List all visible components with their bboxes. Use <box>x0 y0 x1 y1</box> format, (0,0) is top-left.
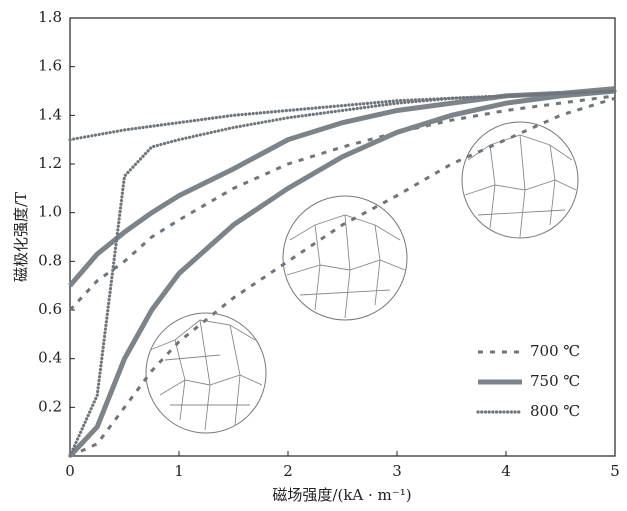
x-axis-label: 磁场强度/(kA · m⁻¹) <box>272 486 411 504</box>
y-tick-label: 0.4 <box>38 349 62 367</box>
y-axis-label: 磁极化强度/T <box>12 192 30 282</box>
y-tick-label: 0.6 <box>38 300 62 318</box>
grain-illustration <box>145 121 579 434</box>
plot-frame <box>69 17 616 457</box>
x-tick-label: 1 <box>174 462 184 480</box>
y-tick-label: 1.6 <box>38 57 62 75</box>
x-tick-label: 5 <box>610 462 620 480</box>
curve <box>68 88 616 458</box>
y-tick-label: 1.0 <box>38 203 62 221</box>
x-tick-label: 0 <box>65 462 75 480</box>
y-tick-label: 1.4 <box>38 105 62 123</box>
curve <box>68 89 617 142</box>
y-tick-label: 1.2 <box>38 154 62 172</box>
legend-label: 800 ℃ <box>530 402 580 420</box>
y-tick-label: 0.2 <box>38 397 62 415</box>
x-tick-label: 3 <box>392 462 402 480</box>
legend-label: 750 ℃ <box>530 372 580 390</box>
y-tick-label: 0.8 <box>38 251 62 269</box>
curve <box>68 89 617 458</box>
curve <box>69 96 616 458</box>
x-tick-label: 2 <box>283 462 293 480</box>
y-tick-label: 1.8 <box>38 8 62 26</box>
legend-label: 700 ℃ <box>530 342 580 360</box>
x-tick-label: 4 <box>501 462 511 480</box>
curve <box>68 94 616 312</box>
